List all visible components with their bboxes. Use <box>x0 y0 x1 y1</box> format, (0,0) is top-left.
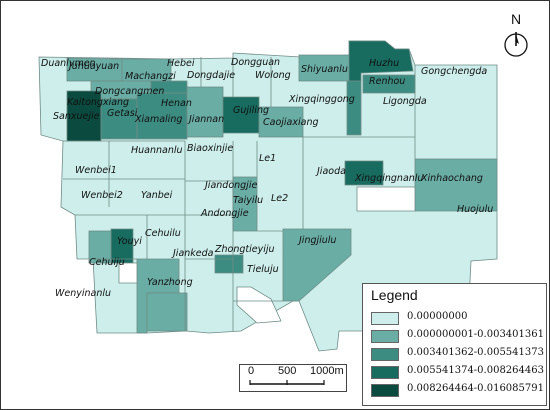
district-label: Duanlvmen <box>41 58 96 69</box>
district-label: Dongcangmen <box>95 86 164 97</box>
legend-item: 0.00000000 <box>371 311 546 326</box>
district-label: Cehuiju <box>89 257 125 268</box>
district-label: Xingqingnanlu <box>354 173 423 184</box>
district-label: Dongguan <box>231 57 280 68</box>
legend-swatch <box>371 384 399 397</box>
district-label: Dongdajie <box>187 70 235 81</box>
district-label: Kaitongxiang <box>67 97 129 108</box>
unassigned-area <box>356 186 416 212</box>
unassigned-area <box>236 286 282 324</box>
district-label: Jingjiulu <box>297 235 336 246</box>
legend-swatch <box>371 366 399 379</box>
region-zhongtieyiju <box>214 254 244 274</box>
scale-label-500: 500 <box>278 365 297 377</box>
district-label: Renhou <box>369 76 405 87</box>
district-label: Juhuayuan <box>67 61 119 72</box>
legend-label: 0.005541374-0.008264463 <box>407 365 544 376</box>
district-label: Jiaoda <box>315 166 346 177</box>
district-label: Getasi <box>107 108 138 119</box>
compass-icon <box>504 32 528 57</box>
district-label: Machangzi <box>125 71 176 82</box>
district-label: Wolong <box>255 70 291 81</box>
legend-swatch <box>371 312 399 325</box>
legend-item: 0.003401362-0.005541373 <box>371 347 546 362</box>
region-xingqingnanlu <box>344 160 384 186</box>
district-label: Caojiaxiang <box>263 117 319 128</box>
legend-label: 0.003401362-0.005541373 <box>407 347 544 358</box>
district-label: Wenyinanlu <box>55 288 111 299</box>
legend-label: 0.000000001-0.003401361 <box>407 329 544 340</box>
district-label: Sanxuejie <box>53 111 100 122</box>
scale-label-1000m: 1000m <box>310 365 344 377</box>
legend: Legend 0.00000000 0.000000001-0.00340136… <box>362 283 547 406</box>
north-arrow: N <box>499 11 539 61</box>
district-label: Jiannan <box>187 114 224 125</box>
district-label: Xinhaochang <box>420 173 483 184</box>
district-label: Jiandongjie <box>203 180 257 191</box>
district-label: Gujiling <box>233 105 269 116</box>
district-label: Wenbei1 <box>75 165 117 176</box>
district-label: Ligongda <box>383 96 427 107</box>
district-label: Le2 <box>271 193 288 204</box>
district-label: Zhongtieyiju <box>214 244 275 255</box>
district-label: Shiyuanlu <box>301 64 348 75</box>
region-jiannan <box>186 86 224 138</box>
district-label: Jiankeda <box>171 248 214 259</box>
district-label: Xiamaling <box>134 114 182 125</box>
district-label: Yanzhong <box>147 277 193 288</box>
legend-title: Legend <box>371 287 418 303</box>
scale-label-0: 0 <box>248 365 255 377</box>
region-jingjiulu <box>282 228 352 302</box>
legend-item: 0.008264464-0.016085791 <box>371 383 546 398</box>
north-label: N <box>511 11 522 27</box>
district-label: Gongchengda <box>421 66 487 77</box>
unassigned-area <box>118 262 138 284</box>
scale-bar: 0 500 1000m <box>239 364 347 392</box>
district-label: Huzhu <box>369 58 399 69</box>
district-label: Youyi <box>117 236 142 247</box>
region-cehuiju <box>88 230 112 264</box>
district-label: Hebei <box>167 58 195 69</box>
scale-ruler <box>249 380 325 385</box>
region-yanzhong-south <box>146 292 188 332</box>
district-label: Tieluju <box>247 264 279 275</box>
district-label: Huojulu <box>457 204 493 215</box>
district-label: Le1 <box>259 153 276 164</box>
district-regions <box>38 40 498 352</box>
district-label: Andongjie <box>200 208 249 219</box>
legend-swatch <box>371 348 399 361</box>
district-label: Taiyilu <box>233 195 263 206</box>
region-huzhu-strip <box>346 80 362 136</box>
district-label: Cehuilu <box>145 228 181 239</box>
legend-label: 0.008264464-0.016085791 <box>407 383 544 394</box>
district-label: Biaoxinjie <box>187 143 233 154</box>
district-label: Yanbei <box>141 190 173 201</box>
district-label: Henan <box>161 98 192 109</box>
legend-label: 0.00000000 <box>407 311 468 322</box>
district-label: Huannanlu <box>131 145 183 156</box>
legend-item: 0.000000001-0.003401361 <box>371 329 546 344</box>
legend-swatch <box>371 330 399 343</box>
district-label: Wenbei2 <box>81 190 123 201</box>
legend-item: 0.005541374-0.008264463 <box>371 365 546 380</box>
district-label: Xingqinggong <box>288 94 355 105</box>
